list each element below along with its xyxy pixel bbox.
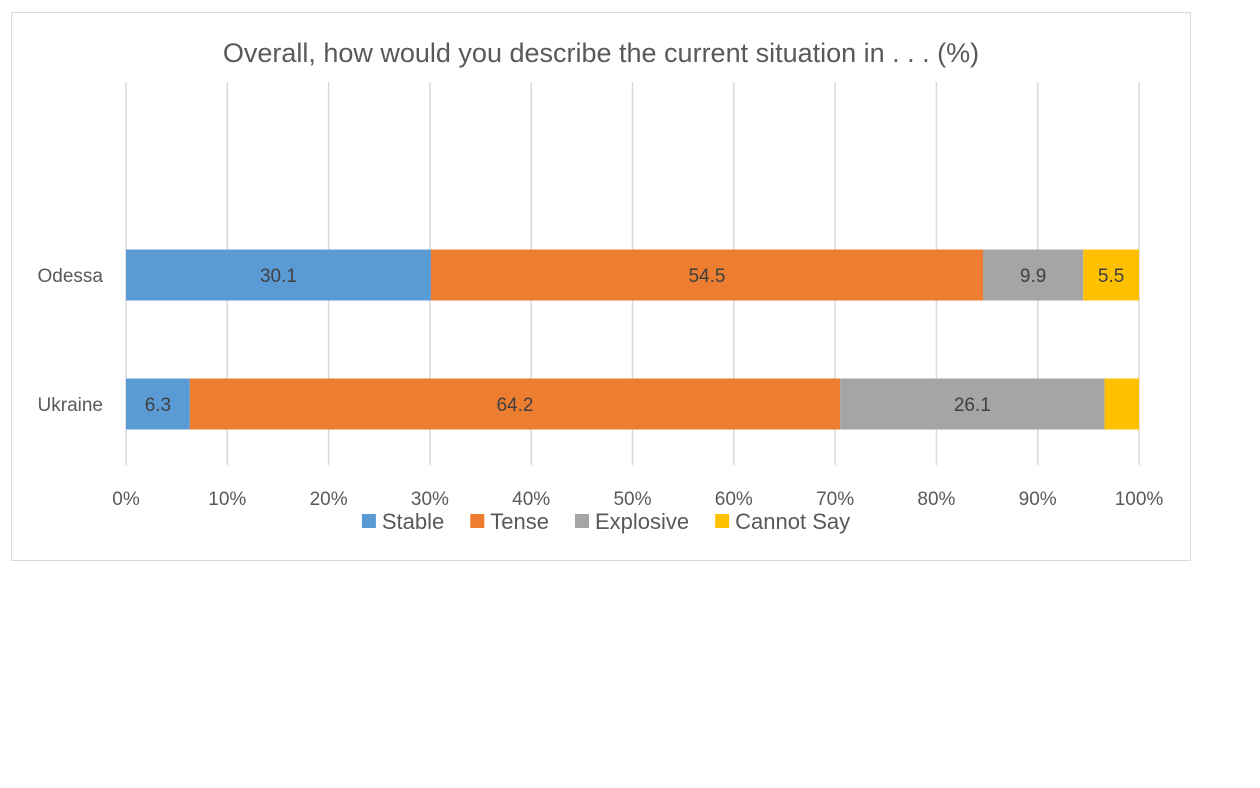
bar-odessa-tense <box>430 249 983 301</box>
data-label-ukraine-tense: 64.2 <box>496 395 533 416</box>
x-tick-label: 80% <box>917 489 955 510</box>
legend-label: Tense <box>490 509 549 534</box>
x-tick-label: 60% <box>715 489 753 510</box>
legend-swatch <box>715 514 730 528</box>
legend-item-explosive: Explosive <box>574 509 689 534</box>
bar-ukraine-cannot-say <box>1104 378 1139 430</box>
legend-item-stable: Stable <box>361 509 444 534</box>
data-label-odessa-stable: 30.1 <box>260 266 297 287</box>
data-label-ukraine-explosive: 26.1 <box>954 395 991 416</box>
legend-swatch <box>470 514 485 528</box>
legend-item-tense: Tense <box>470 509 549 534</box>
bar-odessa-stable <box>126 249 431 301</box>
legend-swatch <box>574 514 589 528</box>
x-tick-label: 30% <box>411 489 449 510</box>
x-tick-label: 40% <box>512 489 550 510</box>
bar-odessa-explosive <box>982 249 1084 301</box>
x-tick-label: 70% <box>816 489 854 510</box>
bar-ukraine-explosive <box>840 378 1105 430</box>
bar-ukraine-stable <box>126 378 190 430</box>
x-tick-label: 10% <box>208 489 246 510</box>
bar-ukraine-tense <box>189 378 841 430</box>
legend: Stable Tense Explosive Cannot Say <box>361 509 850 534</box>
legend-label: Explosive <box>595 509 689 534</box>
category-label-odessa: Odessa <box>38 266 104 287</box>
x-tick-label: 50% <box>613 489 651 510</box>
legend-swatch <box>361 514 376 528</box>
x-axis-tick-labels: 0% 10% 20% 30% 40% 50% 60% 70% 80% 90% 100% <box>112 489 1163 510</box>
legend-label: Stable <box>382 509 444 534</box>
data-label-odessa-cannot-say: 5.5 <box>1098 266 1124 287</box>
chart-title: Overall, how would you describe the curr… <box>223 38 979 68</box>
data-label-odessa-tense: 54.5 <box>688 266 725 287</box>
category-labels: Odessa Ukraine <box>38 266 104 416</box>
legend-item-cannot-say: Cannot Say <box>715 509 850 534</box>
bars: 30.1 54.5 9.9 5.5 6.3 64.2 26.1 <box>126 249 1139 430</box>
x-tick-label: 100% <box>1115 489 1164 510</box>
x-tick-label: 90% <box>1019 489 1057 510</box>
category-label-ukraine: Ukraine <box>38 395 103 416</box>
legend-label: Cannot Say <box>735 509 850 534</box>
x-tick-label: 20% <box>310 489 348 510</box>
x-tick-label: 0% <box>112 489 140 510</box>
data-label-odessa-explosive: 9.9 <box>1020 266 1046 287</box>
data-label-ukraine-stable: 6.3 <box>145 395 171 416</box>
bar-odessa-cannot-say <box>1083 249 1139 301</box>
